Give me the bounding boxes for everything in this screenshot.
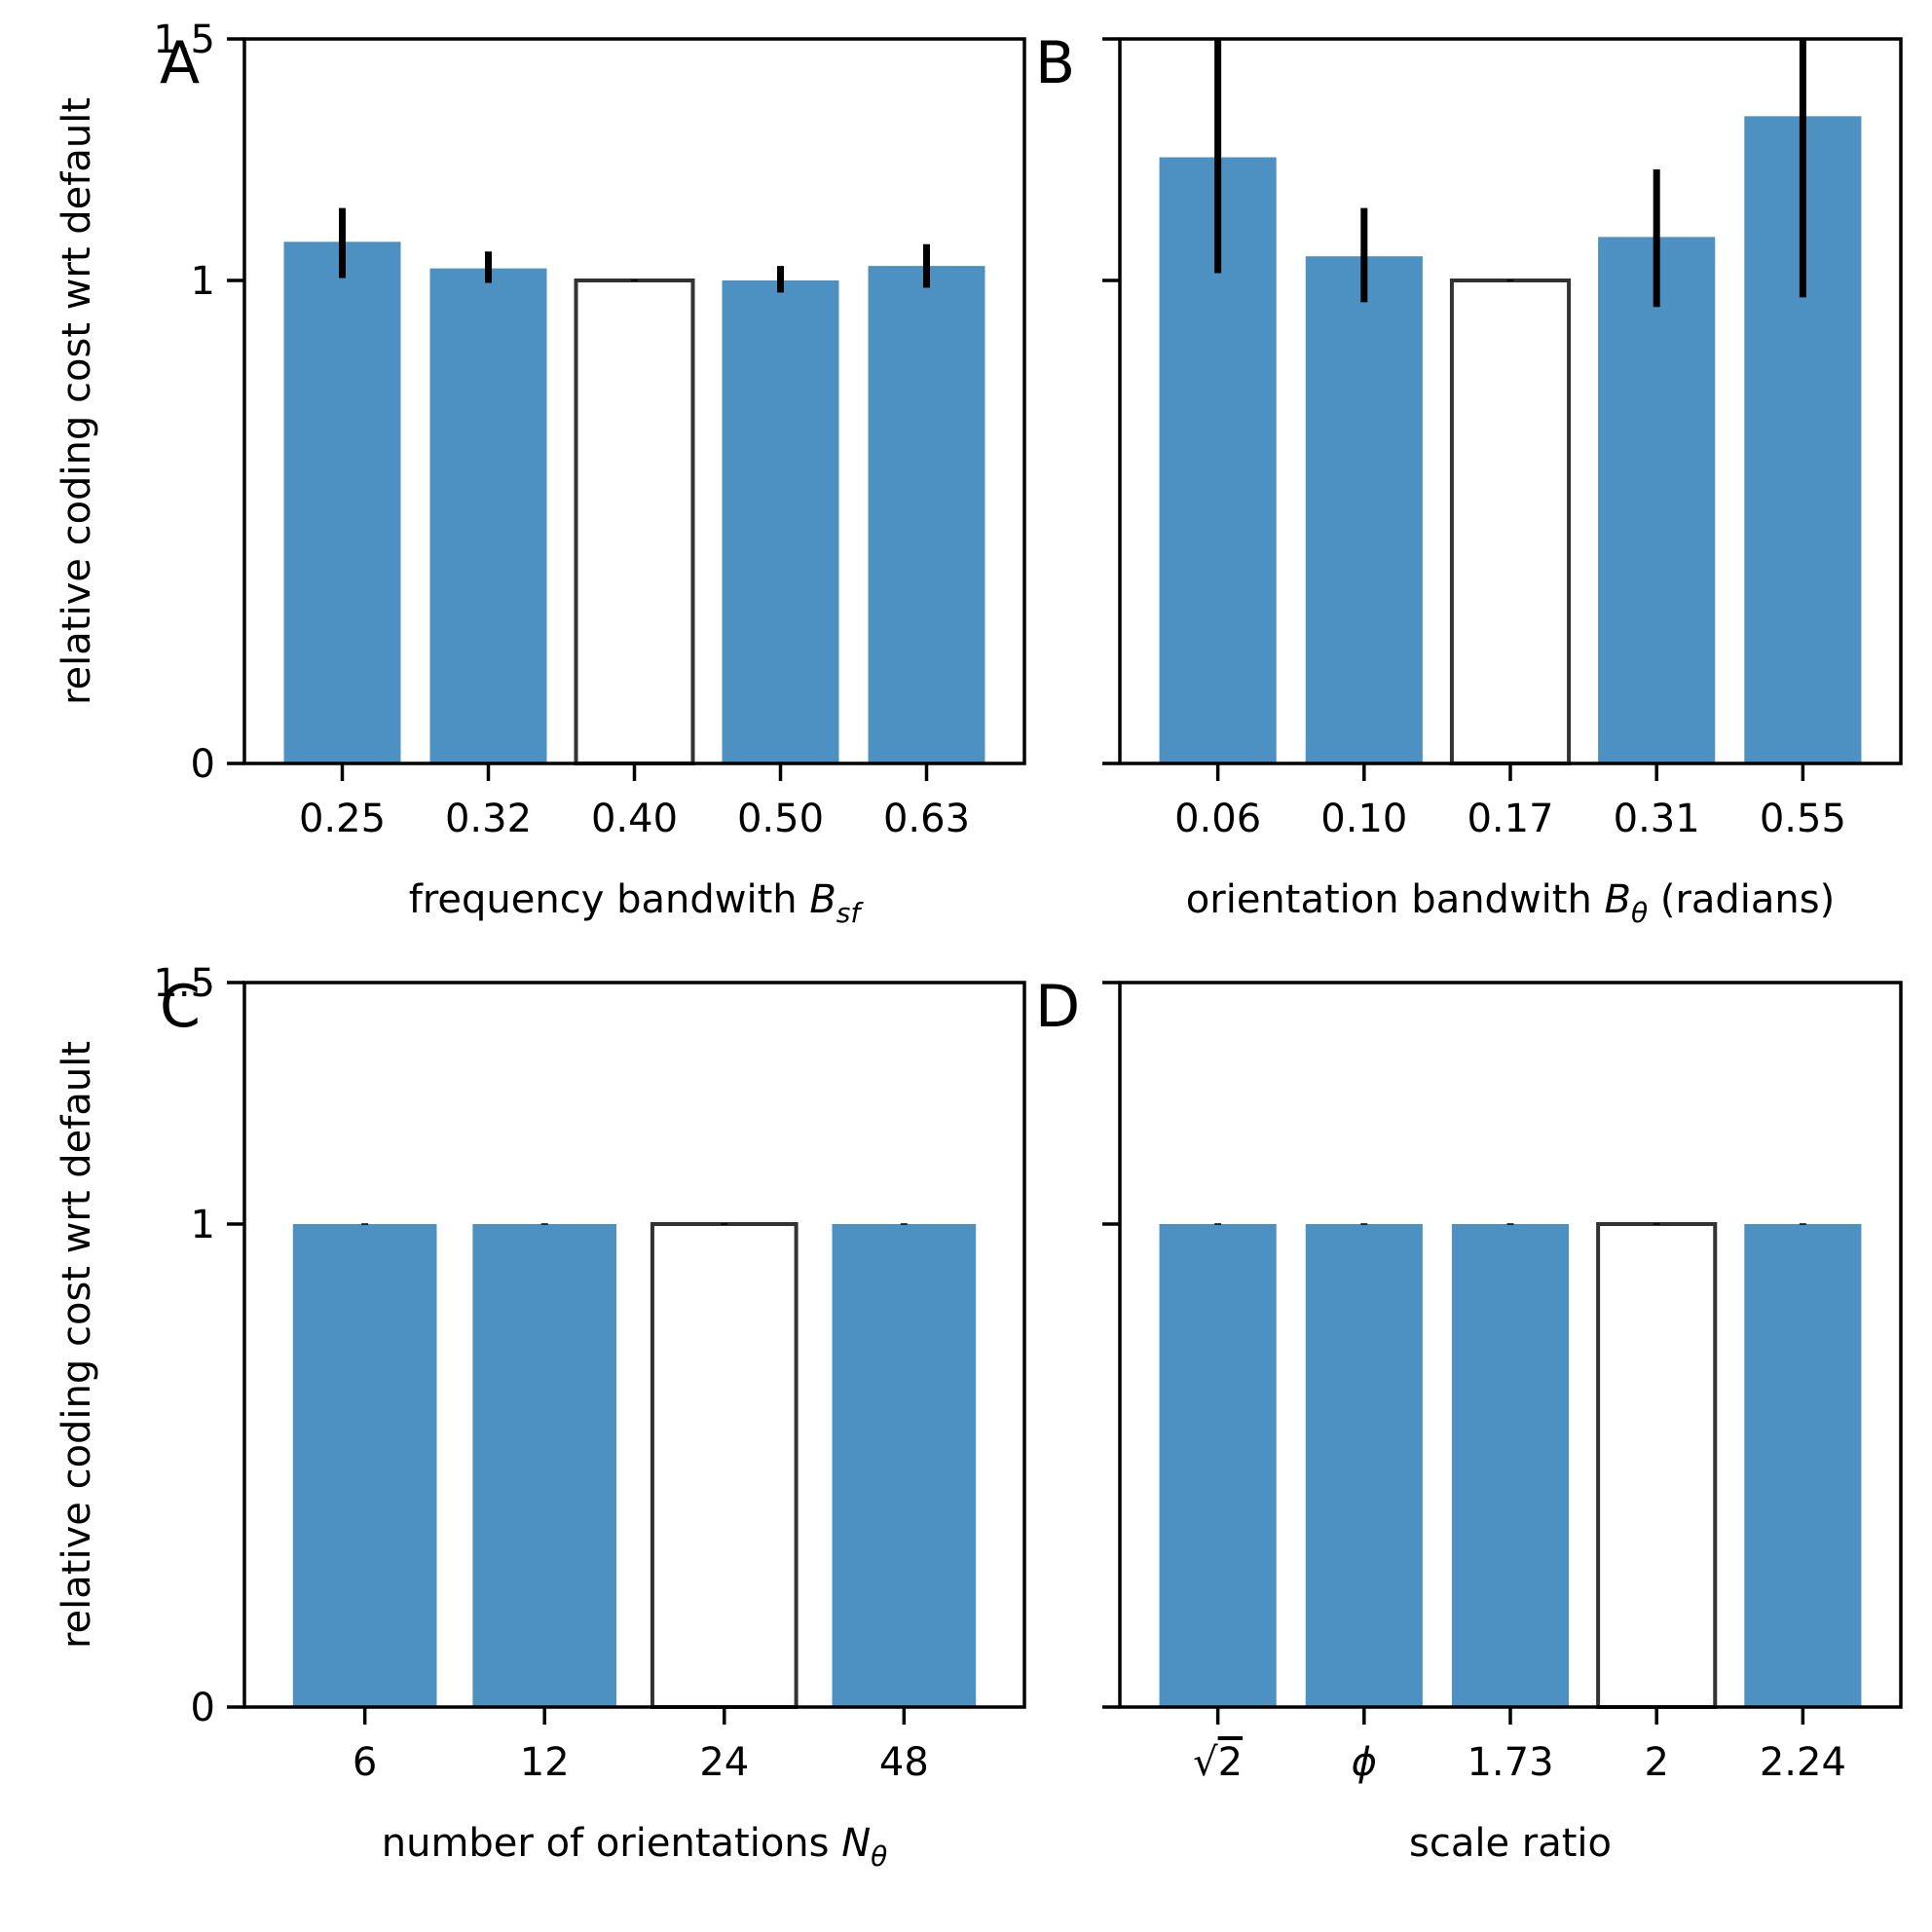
x-tick-label: 0.63: [883, 797, 970, 841]
x-axis-label: scale ratio: [1409, 1821, 1612, 1866]
y-tick-label: 1.5: [153, 961, 215, 1006]
x-tick-label: 12: [520, 1740, 570, 1785]
x-tick-label: 0.10: [1320, 797, 1407, 841]
bar: [472, 1224, 617, 1707]
y-tick-label: 0: [191, 1686, 215, 1730]
bar: [1159, 1224, 1277, 1707]
default-bar: [1449, 279, 1572, 765]
bar: [832, 1224, 977, 1707]
y-axis-label: relative coding cost wrt default: [55, 97, 99, 705]
x-tick-label: 6: [353, 1740, 377, 1785]
bar: [1305, 1224, 1423, 1707]
bar: [429, 268, 547, 763]
x-tick-label: 0.50: [737, 797, 824, 841]
x-tick-label: 0.40: [591, 797, 678, 841]
x-axis-label: orientation bandwith Bθ (radians): [1186, 877, 1835, 929]
default-bar: [650, 1222, 799, 1709]
x-tick-label: 0.17: [1467, 797, 1553, 841]
x-axis-label: number of orientations Nθ: [382, 1821, 888, 1873]
bar: [1305, 256, 1423, 763]
bar: [722, 280, 839, 763]
panel-letter: D: [1035, 973, 1080, 1041]
panel-b: 0.06 0.10 0.17 0.31 0.55 orientation bandwith…: [1035, 29, 1903, 929]
x-tick-label: 0.06: [1174, 797, 1261, 841]
y-tick-label: 0: [191, 742, 215, 787]
panel-a: 0 1 1.5 0.25 0.32 0.40 0.50 0.63 frequency bandw…: [153, 18, 1026, 929]
default-bar: [1596, 1222, 1718, 1709]
x-tick-label: 2: [1644, 1740, 1668, 1785]
x-axis-label: frequency bandwith Bsf: [409, 877, 865, 929]
bar: [1451, 1224, 1570, 1707]
x-tick-label: 0.31: [1614, 797, 1700, 841]
panel-letter: B: [1035, 29, 1075, 97]
y-tick-label: 1: [191, 1203, 215, 1247]
x-tick-label: 1.73: [1467, 1740, 1553, 1785]
bar: [1598, 237, 1716, 764]
x-tick-label: 48: [879, 1740, 929, 1785]
x-tick-label: √2: [1193, 1740, 1243, 1785]
panel-letter: A: [160, 29, 200, 97]
x-tick-label: ϕ: [1352, 1740, 1377, 1785]
bar: [868, 266, 985, 763]
bar: [292, 1224, 437, 1707]
x-tick-label: 0.55: [1760, 797, 1846, 841]
y-tick-label: 1.5: [153, 18, 215, 62]
y-tick-label: 1: [191, 259, 215, 304]
x-tick-label: 0.32: [445, 797, 532, 841]
x-tick-label: 24: [699, 1740, 749, 1785]
default-bar: [574, 279, 695, 765]
bar: [283, 242, 401, 763]
x-tick-label: 0.25: [299, 797, 386, 841]
axes-frame: [242, 981, 1026, 1709]
bar: [1744, 1224, 1862, 1707]
y-axis-label: relative coding cost wrt default: [55, 1041, 99, 1649]
panel-d: √2 ϕ 1.73 2 2.24 scale ratio D: [1035, 973, 1903, 1866]
panel-letter: C: [160, 973, 201, 1041]
x-tick-label: 2.24: [1760, 1740, 1846, 1785]
panel-c: 0 1 1.5 6 12 24 48 number of orientations Nθ C: [153, 961, 1026, 1873]
